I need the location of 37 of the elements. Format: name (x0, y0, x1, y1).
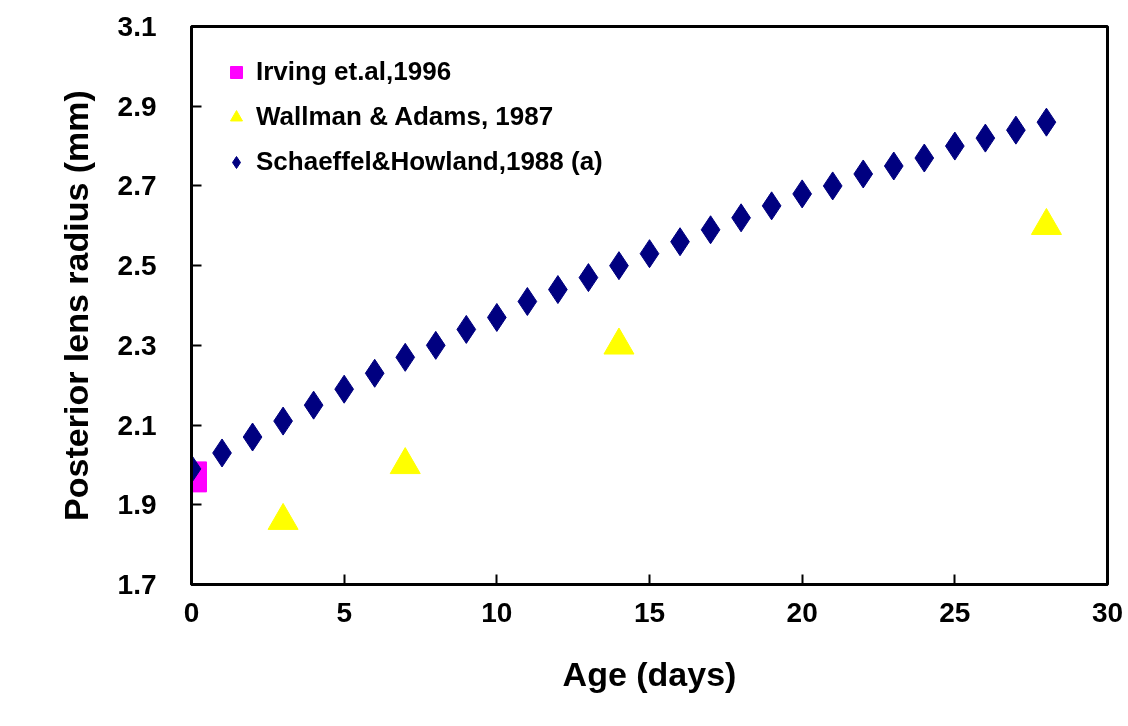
point (364, 358, 385, 388)
point (517, 287, 538, 317)
x-tick-label: 15 (633, 596, 666, 628)
y-axis-title: Posterior lens radius (mm) (56, 90, 95, 521)
x-tick-label: 25 (939, 596, 971, 628)
point (853, 159, 874, 189)
point (883, 151, 904, 181)
point (578, 263, 599, 293)
point (975, 123, 996, 153)
point (303, 390, 324, 420)
point (1036, 107, 1057, 137)
y-tick-label: 1.9 (117, 489, 157, 521)
x-tick-label: 0 (183, 596, 200, 628)
point (761, 191, 782, 221)
x-tick-label: 10 (481, 596, 513, 628)
point (456, 314, 477, 344)
y-tick-label: 2.3 (117, 329, 157, 361)
legend-label: Wallman & Adams, 1987 (256, 101, 554, 132)
y-tick-label: 2.5 (117, 250, 157, 282)
point (395, 342, 416, 372)
point (639, 239, 660, 269)
point (242, 422, 263, 452)
y-tick-label: 2.1 (117, 409, 157, 441)
x-axis-title: Age (days) (562, 654, 737, 693)
y-tick-label: 2.7 (117, 170, 157, 202)
y-tick-label: 2.9 (117, 90, 157, 122)
point (822, 171, 843, 201)
x-tick-label: 30 (1091, 596, 1124, 628)
y-tick-label: 3.1 (117, 11, 157, 42)
point (700, 215, 721, 245)
point (914, 143, 935, 173)
point (425, 330, 446, 360)
legend-label: Irving et.al,1996 (256, 56, 452, 87)
x-tick-label: 20 (786, 596, 818, 628)
x-tick-label: 5 (336, 596, 352, 628)
legend-label: Schaeffel&Howland,1988 (a) (256, 146, 603, 177)
y-tick-label: 1.7 (117, 569, 157, 600)
